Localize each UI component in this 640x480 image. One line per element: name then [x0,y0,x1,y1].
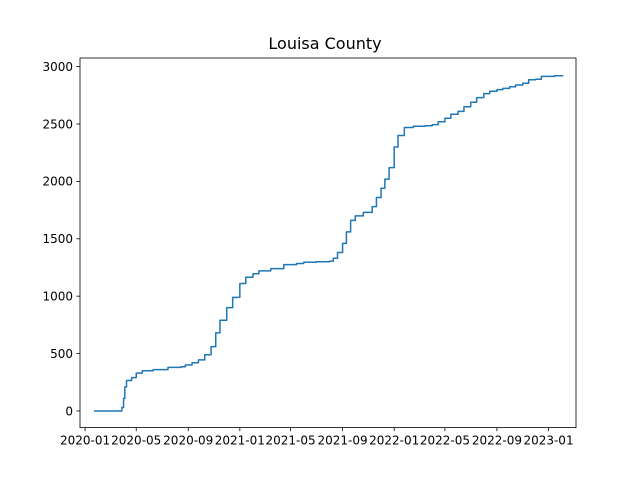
chart-title: Louisa County [268,34,381,53]
x-tick-label: 2021-05 [266,434,316,448]
plot-area [80,58,576,428]
series-layer [93,75,564,412]
y-tick-label: 3000 [42,60,73,74]
series-line-0 [93,75,564,412]
x-tick-label: 2020-05 [111,434,161,448]
x-tick-label: 2022-09 [472,434,522,448]
x-tick-label: 2020-01 [60,434,110,448]
y-tick-label: 1000 [42,289,73,303]
x-tick-label: 2023-01 [523,434,573,448]
x-tick-label: 2021-09 [318,434,368,448]
x-tick-label: 2022-01 [369,434,419,448]
y-tick-label: 0 [65,404,73,418]
y-axis: 0 500 1000 1500 2000 2500 3000 [42,60,80,418]
x-tick-label: 2022-05 [420,434,470,448]
y-tick-label: 500 [50,347,73,361]
x-tick-label: 2020-09 [163,434,213,448]
y-tick-label: 2500 [42,117,73,131]
x-tick-label: 2021-01 [215,434,265,448]
y-tick-label: 1500 [42,232,73,246]
y-tick-label: 2000 [42,175,73,189]
x-axis: 2020-01 2020-05 2020-09 2021-01 2021-05 2021-… [60,427,574,448]
plot-frame [79,57,577,429]
